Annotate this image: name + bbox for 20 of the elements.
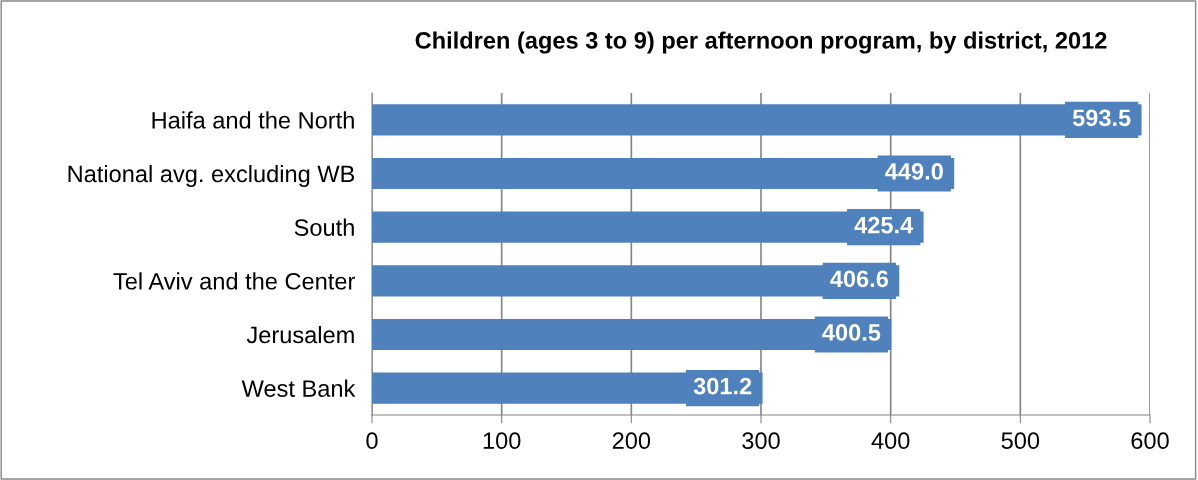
x-tick-label: 500 — [1001, 432, 1040, 450]
x-tick-label: 100 — [483, 432, 521, 450]
y-tick-label: Tel Aviv and the Center — [113, 272, 355, 290]
data-label: 400.5 — [822, 324, 881, 341]
y-tick-label: Jerusalem — [246, 325, 354, 344]
x-tick-label: 0 — [366, 432, 378, 450]
data-label: 406.6 — [830, 270, 888, 288]
chart-title: Children (ages 3 to 9) per afternoon program, by district, 2012 — [415, 31, 1107, 54]
x-tick-label: 600 — [1131, 432, 1169, 450]
x-tick-label: 300 — [742, 432, 780, 450]
y-tick-label: West Bank — [241, 379, 356, 397]
data-label: 301.2 — [693, 377, 752, 395]
data-label: 425.4 — [854, 216, 914, 234]
x-tick-label: 200 — [612, 432, 651, 450]
x-tick-label: 400 — [871, 432, 910, 450]
y-tick-label: South — [294, 218, 354, 236]
data-label: 449.0 — [885, 163, 943, 180]
data-label: 593.5 — [1072, 109, 1131, 127]
y-tick-label: Haifa and the North — [152, 111, 354, 129]
y-tick-label: National avg. excluding WB — [68, 164, 355, 187]
